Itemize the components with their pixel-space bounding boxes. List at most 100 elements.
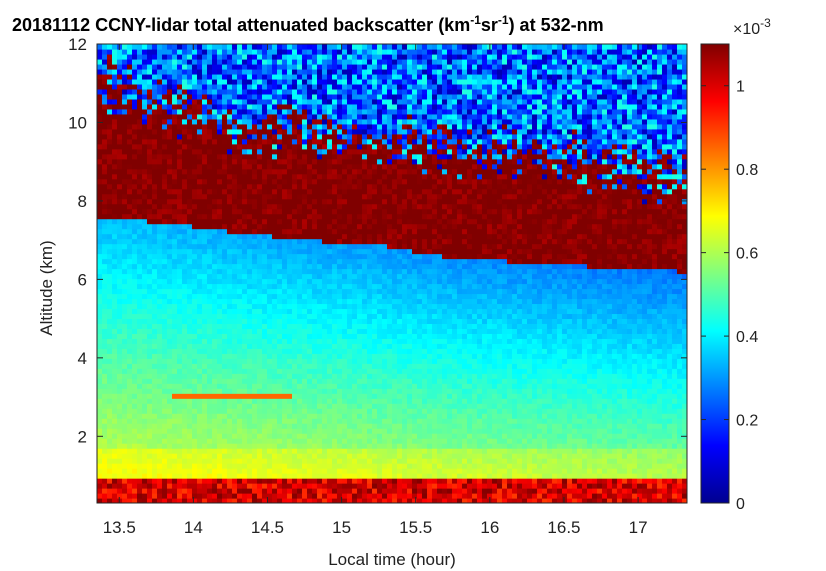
heatmap-cell [167,273,173,280]
heatmap-cell [357,453,363,459]
heatmap-cell [262,44,268,50]
heatmap-cell [337,138,343,145]
heatmap-cell [262,308,268,315]
heatmap-cell [272,293,278,300]
heatmap-cell [147,148,153,155]
heatmap-cell [107,168,113,175]
heatmap-cell [102,183,108,190]
heatmap-cell [192,68,198,75]
heatmap-cell [162,128,168,135]
heatmap-cell [282,208,288,215]
heatmap-cell [197,263,203,270]
heatmap-cell [197,223,203,230]
heatmap-cell [232,163,238,170]
heatmap-cell [222,488,228,494]
heatmap-cell [297,308,303,315]
heatmap-cell [252,243,258,250]
heatmap-cell [182,203,188,210]
heatmap-cell [137,483,143,489]
heatmap-cell [192,283,198,290]
heatmap-cell [137,498,143,503]
heatmap-cell [142,48,148,55]
heatmap-cell [327,203,333,210]
heatmap-cell [232,183,238,190]
heatmap-cell [157,368,163,374]
heatmap-cell [157,378,163,384]
heatmap-cell [137,448,143,454]
heatmap-cell [362,338,368,344]
heatmap-cell [232,233,238,240]
heatmap-cell [212,463,218,469]
heatmap-cell [292,298,298,305]
heatmap-cell [107,368,113,374]
heatmap-cell [337,243,343,250]
heatmap-cell [112,363,118,369]
heatmap-cell [217,203,223,210]
heatmap-cell [232,293,238,300]
heatmap-cell [202,178,208,185]
heatmap-cell [162,44,168,50]
heatmap-cell [182,408,188,414]
heatmap-cell [272,228,278,235]
heatmap-cell [352,143,358,150]
heatmap-cell [337,453,343,459]
heatmap-cell [232,443,238,449]
heatmap-cell [117,143,123,150]
heatmap-cell [117,158,123,165]
heatmap-cell [127,243,133,250]
heatmap-cell [172,253,178,260]
heatmap-cell [122,348,128,354]
heatmap-cell [222,318,228,324]
heatmap-cell [112,438,118,444]
heatmap-cell [127,198,133,205]
heatmap-cell [282,423,288,429]
heatmap-cell [242,68,248,75]
heatmap-cell [297,368,303,374]
heatmap-cell [277,383,283,389]
heatmap-cell [187,58,193,65]
heatmap-cell [237,233,243,240]
heatmap-cell [102,44,108,50]
heatmap-cell [277,138,283,145]
heatmap-cell [292,108,298,115]
heatmap-cell [287,388,293,394]
heatmap-cell [252,493,258,499]
heatmap-cell [127,48,133,55]
heatmap-cell [307,308,313,315]
heatmap-cell [202,418,208,424]
heatmap-cell [177,283,183,290]
heatmap-cell [137,213,143,220]
heatmap-cell [102,58,108,65]
heatmap-cell [142,373,148,379]
heatmap-cell [237,128,243,135]
heatmap-cell [267,83,273,90]
heatmap-cell [237,443,243,449]
heatmap-cell [102,103,108,110]
heatmap-cell [217,448,223,454]
heatmap-cell [312,303,318,310]
heatmap-cell [352,493,358,499]
heatmap-cell [287,483,293,489]
heatmap-cell [327,213,333,220]
heatmap-cell [192,318,198,324]
heatmap-cell [297,468,303,474]
heatmap-cell [337,58,343,65]
heatmap-cell [132,193,138,200]
heatmap-cell [337,233,343,240]
heatmap-cell [102,268,108,275]
heatmap-cell [247,438,253,444]
heatmap-cell [192,398,198,404]
heatmap-cell [347,143,353,150]
heatmap-cell [157,93,163,100]
heatmap-cell [122,358,128,364]
heatmap-cell [172,413,178,419]
heatmap-cell [167,113,173,120]
heatmap-cell [212,258,218,265]
heatmap-cell [277,298,283,305]
heatmap-cell [337,313,343,319]
heatmap-cell [167,483,173,489]
heatmap-cell [307,268,313,275]
heatmap-cell [182,273,188,280]
heatmap-cell [192,418,198,424]
heatmap-cell [97,243,103,250]
